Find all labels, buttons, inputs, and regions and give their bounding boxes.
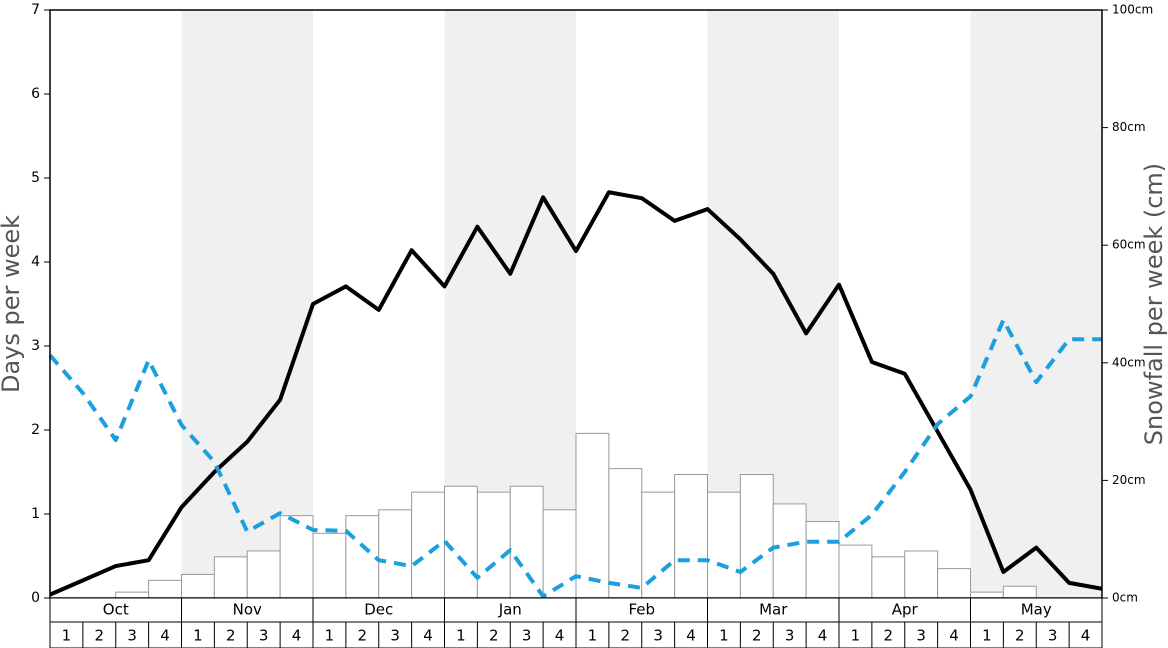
bar (509, 485, 544, 599)
bar (476, 491, 511, 599)
month-label: Feb (628, 601, 655, 619)
week-label: 3 (1048, 627, 1058, 645)
y-tick-label: 4 (31, 254, 40, 270)
y-tick-label: 6 (31, 86, 40, 102)
bar (871, 556, 906, 599)
week-label: 1 (325, 627, 335, 645)
bar (115, 591, 150, 599)
y-tick-label: 7 (31, 2, 40, 18)
bar (739, 474, 774, 599)
month-band (181, 10, 313, 598)
week-label: 3 (916, 627, 926, 645)
bar (838, 544, 873, 599)
bar (378, 509, 413, 599)
week-label: 2 (226, 627, 236, 645)
week-label: 1 (193, 627, 203, 645)
week-label: 3 (653, 627, 663, 645)
week-label: 3 (390, 627, 400, 645)
week-label: 4 (949, 627, 959, 645)
week-label: 4 (423, 627, 433, 645)
week-label: 3 (259, 627, 269, 645)
bar (575, 432, 610, 599)
week-label: 4 (292, 627, 302, 645)
y-tick-label: 2 (31, 422, 40, 438)
month-label: Mar (759, 601, 788, 619)
bar (213, 556, 248, 599)
month-label: Jan (498, 601, 522, 619)
y-tick-label: 0 (31, 590, 40, 606)
month-band (970, 10, 1102, 598)
y-axis-label: Days per week (0, 215, 25, 393)
y2-tick-label: 100cm (1112, 3, 1153, 17)
week-label: 2 (752, 627, 762, 645)
week-label: 4 (1081, 627, 1091, 645)
bar (608, 468, 643, 599)
month-label: Apr (892, 601, 919, 619)
bar (805, 521, 840, 599)
week-label: 1 (456, 627, 466, 645)
week-label: 1 (851, 627, 861, 645)
month-label: Dec (364, 601, 393, 619)
week-label: 4 (818, 627, 828, 645)
bar (312, 532, 347, 599)
bar (904, 550, 939, 599)
month-label: Nov (233, 601, 262, 619)
week-label: 2 (621, 627, 631, 645)
week-label: 2 (95, 627, 105, 645)
week-label: 4 (686, 627, 696, 645)
bar (181, 573, 215, 599)
bar (246, 550, 281, 599)
y2-tick-label: 40cm (1112, 355, 1146, 369)
bar (411, 491, 445, 599)
y-tick-label: 5 (31, 170, 40, 186)
bar (707, 491, 741, 599)
week-label: 1 (588, 627, 598, 645)
week-label: 1 (62, 627, 72, 645)
bar (148, 579, 182, 599)
week-label: 1 (719, 627, 729, 645)
line (49, 190, 1103, 597)
line (48, 317, 1102, 599)
week-label: 2 (358, 627, 368, 645)
month-label: Oct (103, 601, 129, 619)
week-label: 3 (785, 627, 795, 645)
y2-tick-label: 20cm (1112, 473, 1146, 487)
y2-tick-label: 0cm (1112, 591, 1138, 605)
bar (772, 503, 807, 599)
week-label: 3 (522, 627, 532, 645)
week-label: 1 (982, 627, 992, 645)
week-label: 2 (489, 627, 499, 645)
week-label: 2 (884, 627, 894, 645)
y2-tick-label: 60cm (1112, 238, 1146, 252)
bar (444, 485, 478, 599)
bar (345, 515, 380, 599)
bar (970, 591, 1004, 599)
y2-tick-label: 80cm (1112, 120, 1146, 134)
month-label: May (1021, 601, 1052, 619)
y2-axis-label: Snowfall per week (cm) (1140, 163, 1168, 445)
week-label: 4 (555, 627, 565, 645)
week-label: 2 (1015, 627, 1025, 645)
bar (1002, 585, 1037, 599)
bar (674, 474, 708, 599)
week-label: 3 (127, 627, 137, 645)
bar (937, 568, 971, 599)
week-label: 4 (160, 627, 170, 645)
y-tick-label: 3 (31, 338, 40, 354)
y-tick-label: 1 (31, 506, 40, 522)
